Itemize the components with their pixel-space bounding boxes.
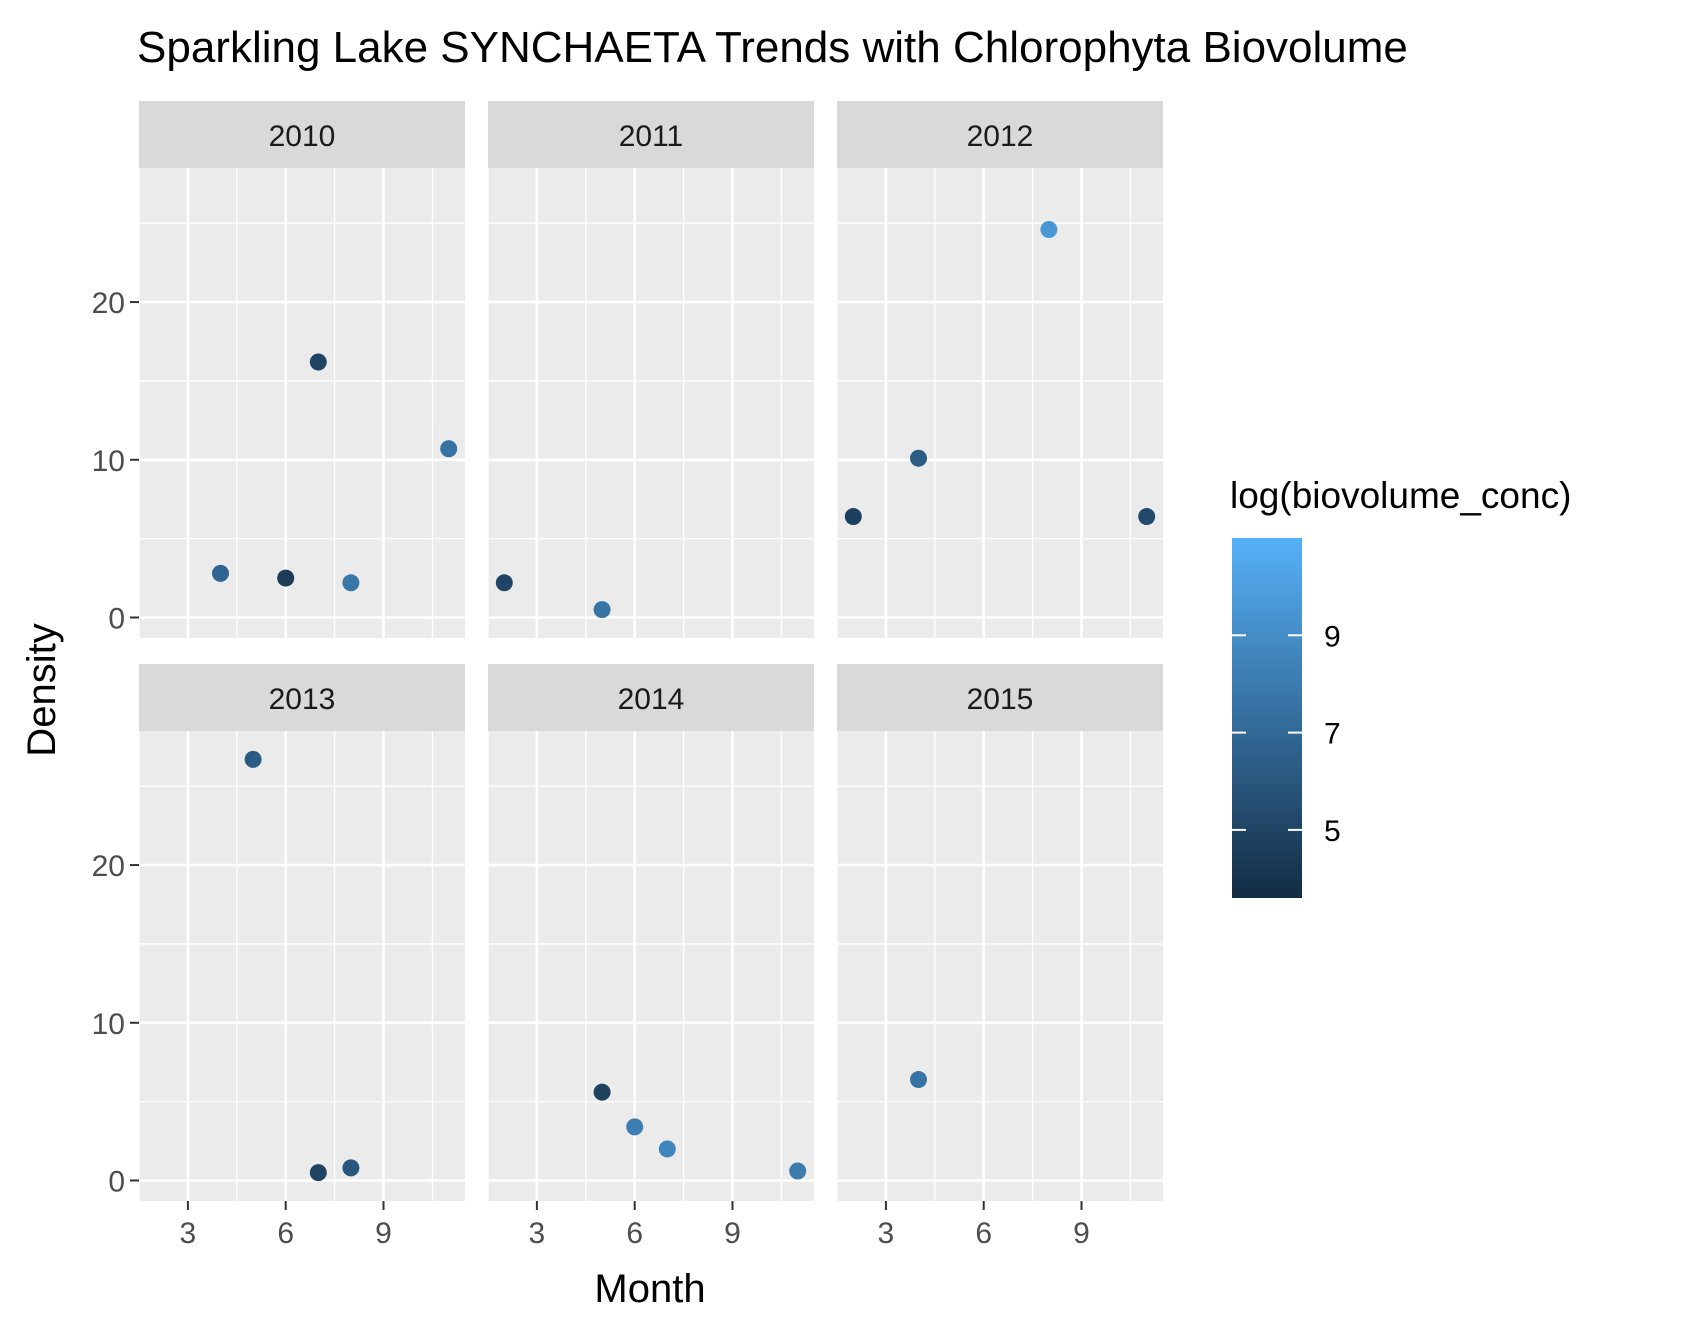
legend-tick-label: 5 [1324,815,1341,848]
facet-strip [488,664,814,731]
panel-background [488,168,814,638]
facet-label: 2011 [619,120,684,153]
chart-title: Sparkling Lake SYNCHAETA Trends with Chl… [137,23,1408,72]
data-point [910,1071,927,1089]
panel-background [837,168,1163,638]
data-point [342,1159,360,1177]
x-tick-label: 6 [626,1217,643,1250]
data-point [844,508,862,526]
y-tick-label: 10 [92,445,125,478]
facet-panel-2010: 2010 [138,101,465,638]
data-point [1138,508,1156,526]
x-tick-label: 6 [277,1217,294,1250]
panel-background [837,731,1163,1201]
facet-label: 2014 [618,683,685,716]
x-tick-label: 3 [180,1217,197,1250]
facet-strip [837,664,1163,731]
facet-panel-2014: 2014 [487,664,814,1201]
data-point [440,440,458,458]
y-axes: 0 10 20 0 10 20 [92,287,139,1198]
data-point [277,569,295,587]
legend-colorbar [1232,538,1302,898]
x-axis-title: Month [594,1267,705,1311]
data-point [1040,221,1058,239]
y-tick-label: 20 [92,287,125,320]
facet-strip [837,101,1163,168]
color-legend: log(biovolume_conc) 5 7 9 [1230,475,1571,898]
data-point [658,1140,676,1158]
data-point [626,1118,644,1136]
panel-background [139,168,465,638]
data-point [309,1164,327,1182]
x-axes: 3 6 9 3 6 9 3 6 9 [180,1201,1090,1250]
y-axis-title: Density [20,623,64,756]
data-point [789,1162,807,1180]
data-point [593,601,611,619]
facet-panel-2013: 2013 [138,664,465,1201]
legend-tick-label: 9 [1324,620,1341,653]
y-tick-label: 0 [108,1165,125,1198]
data-point [910,449,927,467]
panel-background [488,731,814,1201]
facet-label: 2012 [967,120,1034,153]
panel-background [139,731,465,1201]
legend-title: log(biovolume_conc) [1230,475,1571,516]
legend-tick-label: 7 [1324,718,1341,751]
facet-label: 2010 [269,120,336,153]
y-tick-label: 0 [108,602,125,635]
legend-ticks: 5 7 9 [1232,620,1341,848]
facet-panel-2011: 2011 [487,101,814,638]
facet-panel-2015: 2015 [836,664,1163,1201]
x-tick-label: 9 [724,1217,741,1250]
facet-strip [139,664,465,731]
facet-label: 2013 [269,683,336,716]
x-tick-label: 9 [375,1217,392,1250]
x-tick-label: 3 [529,1217,546,1250]
facet-strip [139,101,465,168]
y-tick-label: 10 [92,1008,125,1041]
data-point [342,574,360,592]
facet-panels: 2010 2011 2012 2013 2014 2015 [138,101,1163,1201]
x-tick-label: 9 [1073,1217,1090,1250]
data-point [244,750,262,768]
data-point [495,574,513,592]
data-point [309,353,327,371]
facet-label: 2015 [967,683,1034,716]
facet-panel-2012: 2012 [836,101,1163,638]
x-tick-label: 6 [975,1217,992,1250]
data-point [593,1083,611,1101]
y-tick-label: 20 [92,850,125,883]
data-point [212,564,229,582]
x-tick-label: 3 [878,1217,895,1250]
facet-strip [488,101,814,168]
